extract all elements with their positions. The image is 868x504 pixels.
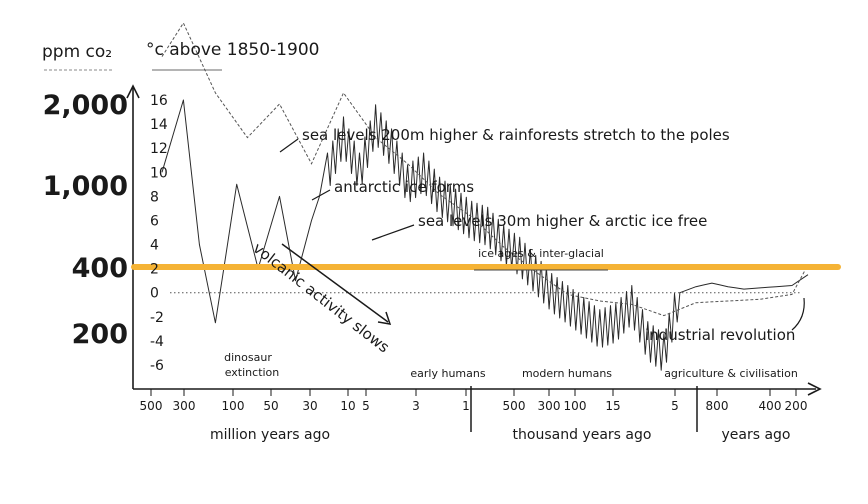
x-tick-label-years: 800 <box>706 399 729 413</box>
x-unit-label: years ago <box>721 427 790 443</box>
co2-tick-label: 1,000 <box>43 171 128 202</box>
annotation-pointer <box>311 189 331 201</box>
temperature-tick-label: -4 <box>150 334 164 350</box>
temperature-axis-title: °c above 1850-1900 <box>146 40 319 60</box>
annotation-text: sea levels 30m higher & arctic ice free <box>418 212 707 230</box>
annotation-text: ice ages & inter-glacial <box>478 247 604 260</box>
temperature-tick-label: 16 <box>150 93 168 109</box>
x-tick-label-million: 5 <box>362 399 370 413</box>
temperature-tick-label: 10 <box>150 165 168 181</box>
temperature-tick-label: 8 <box>150 189 159 205</box>
annotation-pointer <box>279 138 299 153</box>
x-tick-label-million: 30 <box>302 399 317 413</box>
era-label: agriculture & civilisation <box>664 367 798 380</box>
temperature-tick-label: 6 <box>150 213 159 229</box>
axes-layer <box>44 69 822 432</box>
co2-axis-title: ppm co₂ <box>42 42 112 62</box>
x-unit-label: thousand years ago <box>513 427 652 443</box>
annotation-text: industrial revolution <box>645 326 795 344</box>
x-tick-label-years: 400 <box>759 399 782 413</box>
x-tick-label-million: 300 <box>173 399 196 413</box>
x-tick-label-million: 100 <box>222 399 245 413</box>
x-tick-label-thousand: 100 <box>564 399 587 413</box>
temperature-tick-label: 2 <box>150 262 159 278</box>
series-layer <box>131 21 841 371</box>
x-tick-label-million: 3 <box>412 399 420 413</box>
temperature-tick-label: -2 <box>150 310 164 326</box>
x-tick-label-million: 500 <box>140 399 163 413</box>
x-tick-label-million: 50 <box>263 399 278 413</box>
x-tick-label-years: 200 <box>785 399 808 413</box>
era-label: dinosaur <box>224 351 272 364</box>
labels-layer: ppm co₂ °c above 1850-19002,0001,00040020… <box>42 40 807 443</box>
era-label: extinction <box>225 366 280 379</box>
x-tick-label-thousand: 15 <box>605 399 620 413</box>
x-tick-label-thousand: 500 <box>503 399 526 413</box>
temperature-tick-label: 14 <box>150 117 168 133</box>
co2-series-line <box>161 21 809 317</box>
temperature-tick-label: 4 <box>150 238 159 254</box>
annotation-arrowhead <box>377 311 392 325</box>
co2-tick-label: 200 <box>72 319 128 350</box>
annotation-text: antarctic ice forms <box>334 178 474 196</box>
x-tick-label-thousand: 5 <box>671 399 679 413</box>
co2-tick-label: 2,000 <box>43 90 128 121</box>
y-axis-arrow <box>126 84 140 99</box>
x-axis-arrow <box>807 382 822 396</box>
era-label: modern humans <box>522 367 612 380</box>
x-tick-label-thousand: 300 <box>538 399 561 413</box>
temperature-tick-label: -6 <box>150 358 164 374</box>
annotation-text: volcanic activity slows <box>250 239 393 357</box>
annotation-pointer <box>371 224 415 241</box>
x-unit-label: million years ago <box>210 427 330 443</box>
co2-tick-label: 400 <box>72 253 128 284</box>
temperature-series-line <box>161 99 809 371</box>
annotation-arrow <box>281 243 389 323</box>
temperature-tick-label: 0 <box>150 286 159 302</box>
x-tick-label-million: 10 <box>340 399 355 413</box>
x-tick-label-million: 1 <box>462 399 470 413</box>
annotation-pointer <box>791 297 805 331</box>
annotation-text: sea levels 200m higher & rainforests str… <box>302 126 730 144</box>
era-label: early humans <box>410 367 485 380</box>
temperature-tick-label: 12 <box>150 141 168 157</box>
